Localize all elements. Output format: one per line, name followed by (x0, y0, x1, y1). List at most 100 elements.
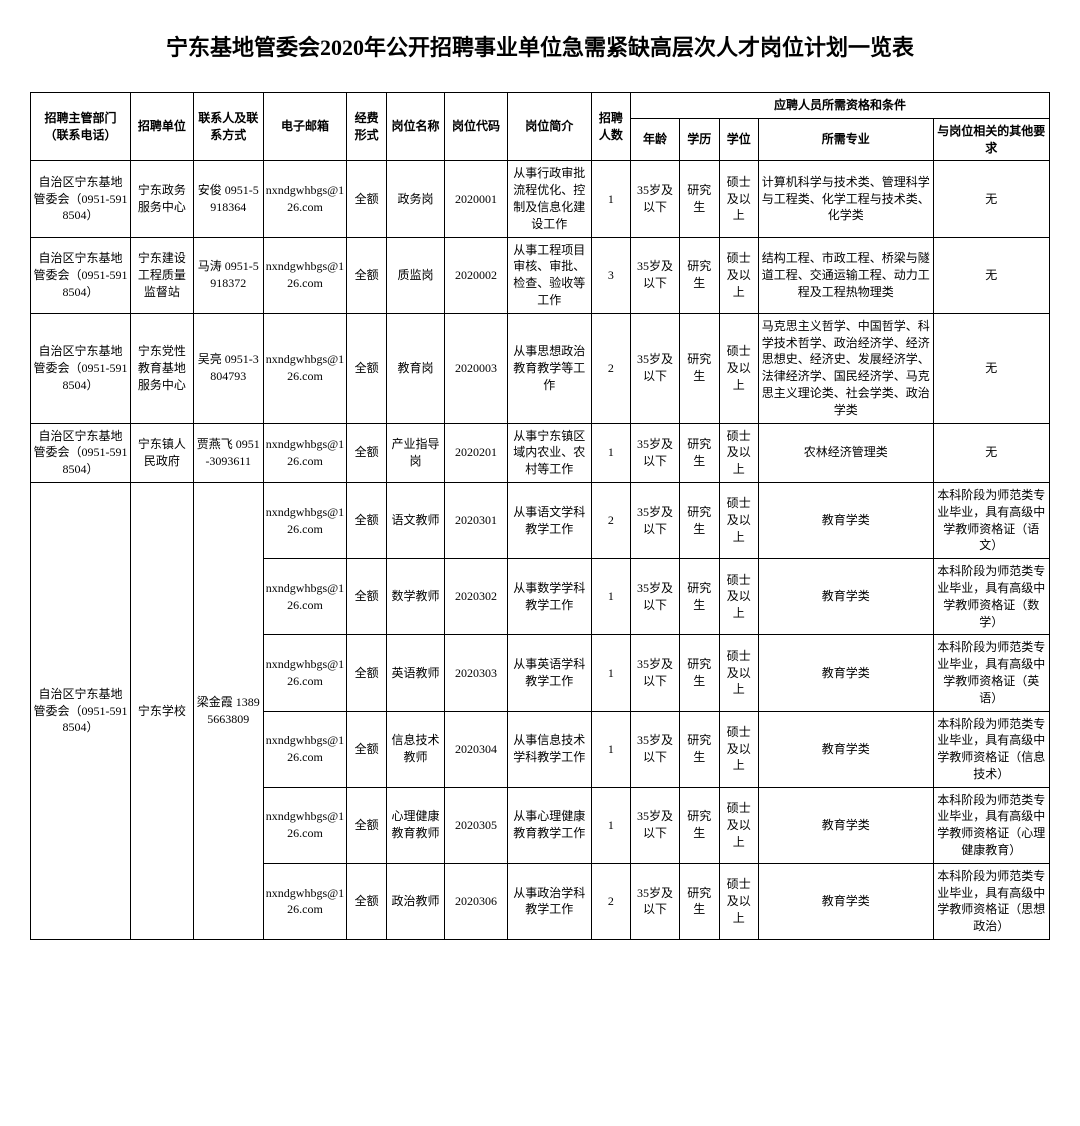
cell-edu: 研究生 (679, 161, 719, 237)
cell-email: nxndgwhbgs@126.com (263, 313, 347, 423)
cell-age: 35岁及以下 (631, 237, 680, 313)
cell-code: 2020001 (445, 161, 508, 237)
cell-pos: 语文教师 (386, 482, 444, 558)
cell-desc: 从事数学学科教学工作 (507, 559, 591, 635)
cell-degree: 硕士及以上 (719, 863, 759, 939)
cell-num: 1 (591, 559, 631, 635)
cell-major: 教育学类 (759, 787, 933, 863)
cell-age: 35岁及以下 (631, 863, 680, 939)
cell-fund: 全额 (347, 711, 387, 787)
cell-other: 本科阶段为师范类专业毕业，具有高级中学教师资格证（英语） (933, 635, 1049, 711)
cell-email: nxndgwhbgs@126.com (263, 559, 347, 635)
cell-pos: 信息技术教师 (386, 711, 444, 787)
cell-degree: 硕士及以上 (719, 559, 759, 635)
table-row: 自治区宁东基地管委会（0951-5918504） 宁东党性教育基地服务中心 吴亮… (31, 313, 1050, 423)
cell-degree: 硕士及以上 (719, 482, 759, 558)
cell-edu: 研究生 (679, 237, 719, 313)
cell-num: 2 (591, 313, 631, 423)
cell-email: nxndgwhbgs@126.com (263, 423, 347, 482)
h-qual-group: 应聘人员所需资格和条件 (631, 93, 1050, 119)
cell-fund: 全额 (347, 559, 387, 635)
cell-code: 2020302 (445, 559, 508, 635)
cell-fund: 全额 (347, 161, 387, 237)
cell-degree: 硕士及以上 (719, 161, 759, 237)
cell-edu: 研究生 (679, 313, 719, 423)
cell-age: 35岁及以下 (631, 635, 680, 711)
table-row: 自治区宁东基地管委会（0951-5918504） 宁东镇人民政府 贾燕飞 095… (31, 423, 1050, 482)
cell-num: 1 (591, 161, 631, 237)
cell-pos: 产业指导岗 (386, 423, 444, 482)
cell-desc: 从事心理健康教育教学工作 (507, 787, 591, 863)
cell-pos: 数学教师 (386, 559, 444, 635)
cell-email: nxndgwhbgs@126.com (263, 482, 347, 558)
cell-fund: 全额 (347, 863, 387, 939)
h-other: 与岗位相关的其他要求 (933, 118, 1049, 161)
cell-num: 3 (591, 237, 631, 313)
cell-other: 本科阶段为师范类专业毕业，具有高级中学教师资格证（语文） (933, 482, 1049, 558)
cell-code: 2020304 (445, 711, 508, 787)
cell-pos: 政治教师 (386, 863, 444, 939)
cell-email: nxndgwhbgs@126.com (263, 711, 347, 787)
cell-age: 35岁及以下 (631, 559, 680, 635)
cell-num: 2 (591, 863, 631, 939)
cell-dept: 自治区宁东基地管委会（0951-5918504） (31, 161, 131, 237)
cell-contact: 贾燕飞 0951-3093611 (193, 423, 263, 482)
cell-edu: 研究生 (679, 423, 719, 482)
cell-pos: 英语教师 (386, 635, 444, 711)
cell-major: 教育学类 (759, 482, 933, 558)
cell-code: 2020003 (445, 313, 508, 423)
h-email: 电子邮箱 (263, 93, 347, 161)
cell-fund: 全额 (347, 237, 387, 313)
cell-major: 教育学类 (759, 863, 933, 939)
cell-email: nxndgwhbgs@126.com (263, 635, 347, 711)
cell-other: 本科阶段为师范类专业毕业，具有高级中学教师资格证（数学） (933, 559, 1049, 635)
h-age: 年龄 (631, 118, 680, 161)
cell-edu: 研究生 (679, 863, 719, 939)
cell-desc: 从事政治学科教学工作 (507, 863, 591, 939)
cell-pos: 质监岗 (386, 237, 444, 313)
cell-unit: 宁东政务服务中心 (131, 161, 194, 237)
cell-other: 无 (933, 237, 1049, 313)
cell-unit: 宁东学校 (131, 482, 194, 939)
cell-major: 教育学类 (759, 711, 933, 787)
cell-degree: 硕士及以上 (719, 313, 759, 423)
cell-desc: 从事行政审批流程优化、控制及信息化建设工作 (507, 161, 591, 237)
h-pos: 岗位名称 (386, 93, 444, 161)
cell-unit: 宁东建设工程质量监督站 (131, 237, 194, 313)
cell-age: 35岁及以下 (631, 787, 680, 863)
cell-desc: 从事信息技术学科教学工作 (507, 711, 591, 787)
cell-other: 无 (933, 423, 1049, 482)
cell-contact: 梁金霞 13895663809 (193, 482, 263, 939)
cell-age: 35岁及以下 (631, 161, 680, 237)
cell-dept: 自治区宁东基地管委会（0951-5918504） (31, 237, 131, 313)
cell-age: 35岁及以下 (631, 711, 680, 787)
cell-desc: 从事英语学科教学工作 (507, 635, 591, 711)
cell-age: 35岁及以下 (631, 313, 680, 423)
cell-contact: 安俊 0951-5918364 (193, 161, 263, 237)
cell-unit: 宁东党性教育基地服务中心 (131, 313, 194, 423)
cell-fund: 全额 (347, 313, 387, 423)
cell-edu: 研究生 (679, 711, 719, 787)
cell-code: 2020306 (445, 863, 508, 939)
h-dept: 招聘主管部门（联系电话） (31, 93, 131, 161)
h-num: 招聘人数 (591, 93, 631, 161)
cell-degree: 硕士及以上 (719, 423, 759, 482)
cell-code: 2020002 (445, 237, 508, 313)
cell-other: 本科阶段为师范类专业毕业，具有高级中学教师资格证（信息技术） (933, 711, 1049, 787)
cell-num: 1 (591, 787, 631, 863)
h-unit: 招聘单位 (131, 93, 194, 161)
cell-degree: 硕士及以上 (719, 787, 759, 863)
cell-dept: 自治区宁东基地管委会（0951-5918504） (31, 313, 131, 423)
h-degree: 学位 (719, 118, 759, 161)
cell-email: nxndgwhbgs@126.com (263, 161, 347, 237)
h-major: 所需专业 (759, 118, 933, 161)
h-edu: 学历 (679, 118, 719, 161)
recruitment-table: 招聘主管部门（联系电话） 招聘单位 联系人及联系方式 电子邮箱 经费形式 岗位名… (30, 92, 1050, 940)
header-row-1: 招聘主管部门（联系电话） 招聘单位 联系人及联系方式 电子邮箱 经费形式 岗位名… (31, 93, 1050, 119)
cell-fund: 全额 (347, 482, 387, 558)
cell-edu: 研究生 (679, 559, 719, 635)
cell-desc: 从事宁东镇区域内农业、农村等工作 (507, 423, 591, 482)
cell-major: 教育学类 (759, 635, 933, 711)
cell-pos: 教育岗 (386, 313, 444, 423)
cell-age: 35岁及以下 (631, 423, 680, 482)
